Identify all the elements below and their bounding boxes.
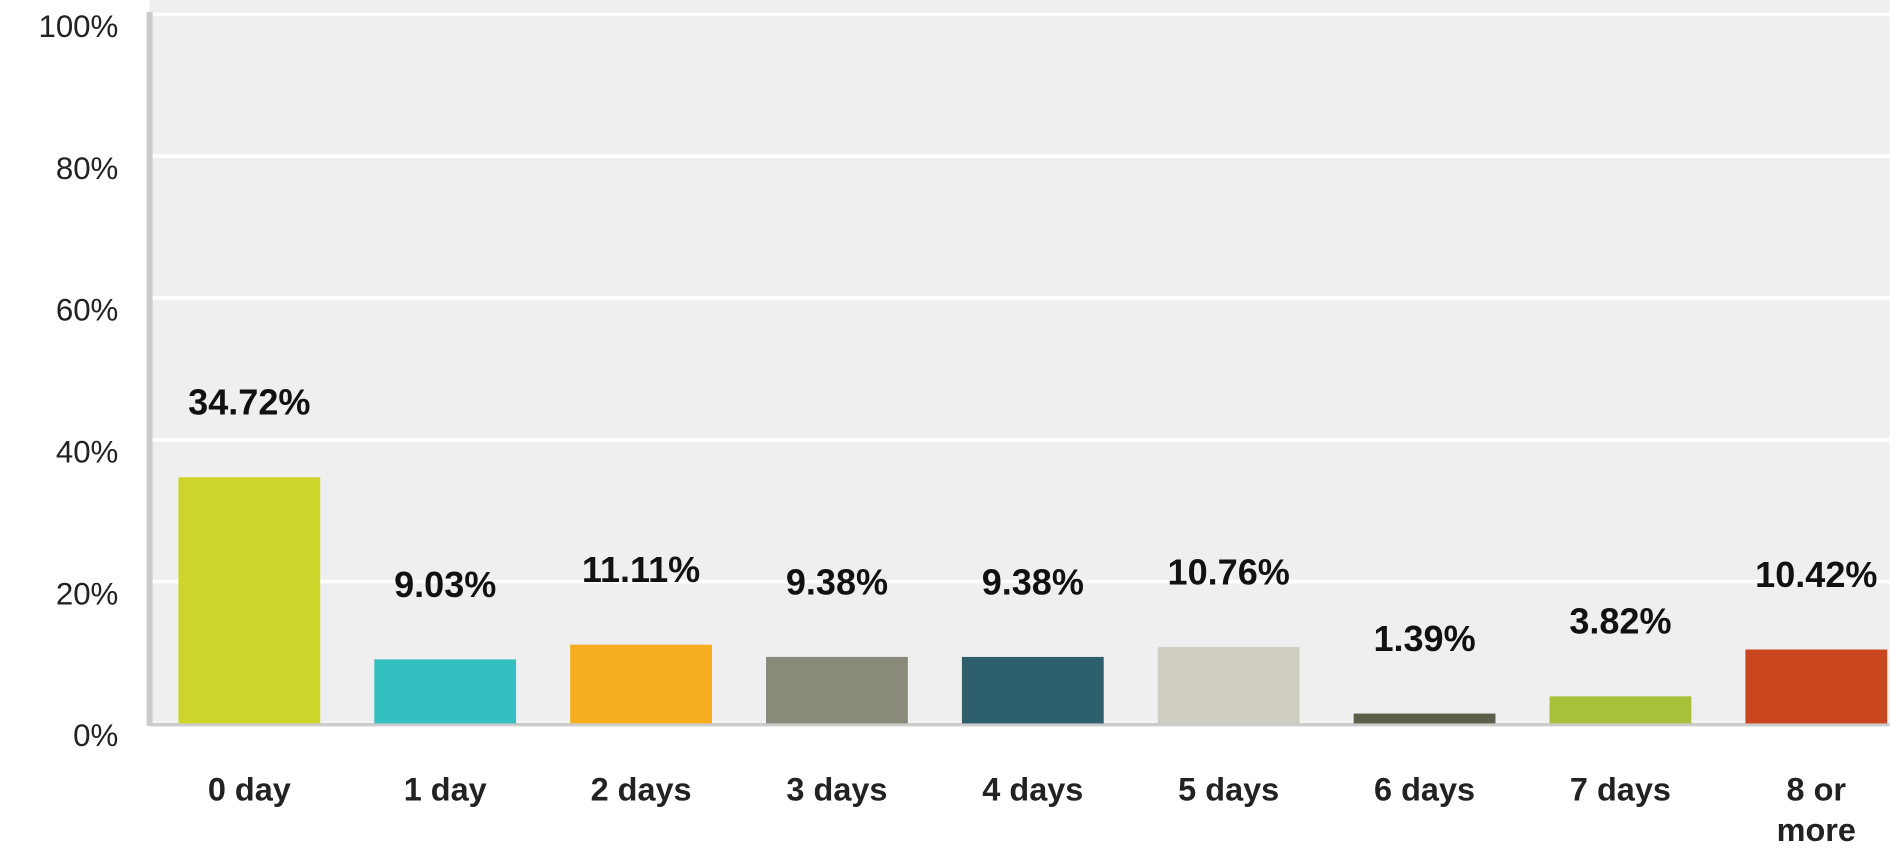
value-label: 3.82%	[1569, 601, 1671, 642]
value-label: 10.76%	[1168, 552, 1290, 593]
y-tick-label: 100%	[38, 9, 118, 44]
x-tick-label: 2 days	[590, 771, 692, 808]
x-tick-label-box: 7 days	[1569, 771, 1671, 808]
x-tick-label: 0 day	[207, 771, 291, 808]
y-tick-label: 0%	[73, 718, 118, 753]
bar	[178, 477, 321, 724]
bar	[766, 656, 908, 724]
x-tick-label-box: 3 days	[786, 771, 888, 808]
bar	[1157, 647, 1300, 724]
y-tick-label: 80%	[56, 151, 119, 186]
x-tick-label-box: 4 days	[982, 771, 1084, 808]
value-label: 11.11%	[582, 549, 700, 590]
x-tick-label: 5 days	[1178, 771, 1280, 808]
bar	[1549, 696, 1692, 724]
y-tick-label: 20%	[56, 576, 119, 611]
bar	[374, 659, 517, 724]
value-label: 34.72%	[188, 382, 310, 423]
x-tick-label-box: 5 days	[1178, 771, 1280, 808]
plot-background	[149, 0, 1890, 724]
bar	[1353, 713, 1496, 724]
x-tick-label-box: 8 or more	[1776, 771, 1856, 849]
value-label: 9.38%	[786, 561, 888, 602]
value-label: 10.42%	[1755, 554, 1877, 595]
x-tick-label: 6 days	[1374, 771, 1476, 808]
x-tick-label: 1 day	[403, 771, 487, 808]
x-tick-label: 3 days	[786, 771, 888, 808]
value-label: 9.38%	[982, 561, 1084, 602]
bar	[1745, 649, 1888, 724]
value-label: 9.03%	[394, 564, 496, 605]
y-tick-label: 60%	[56, 293, 119, 328]
bar	[961, 656, 1104, 724]
bar	[570, 644, 712, 724]
x-tick-label-box: 1 day	[403, 771, 487, 808]
x-tick-label-box: 2 days	[590, 771, 692, 808]
x-tick-label: 4 days	[982, 771, 1084, 808]
y-tick-label: 40%	[56, 434, 119, 469]
x-tick-label: 8 or more	[1776, 771, 1856, 849]
x-tick-label-box: 6 days	[1374, 771, 1476, 808]
x-tick-label: 7 days	[1569, 771, 1671, 808]
x-tick-label-box: 0 day	[207, 771, 291, 808]
value-label: 1.39%	[1373, 618, 1475, 659]
